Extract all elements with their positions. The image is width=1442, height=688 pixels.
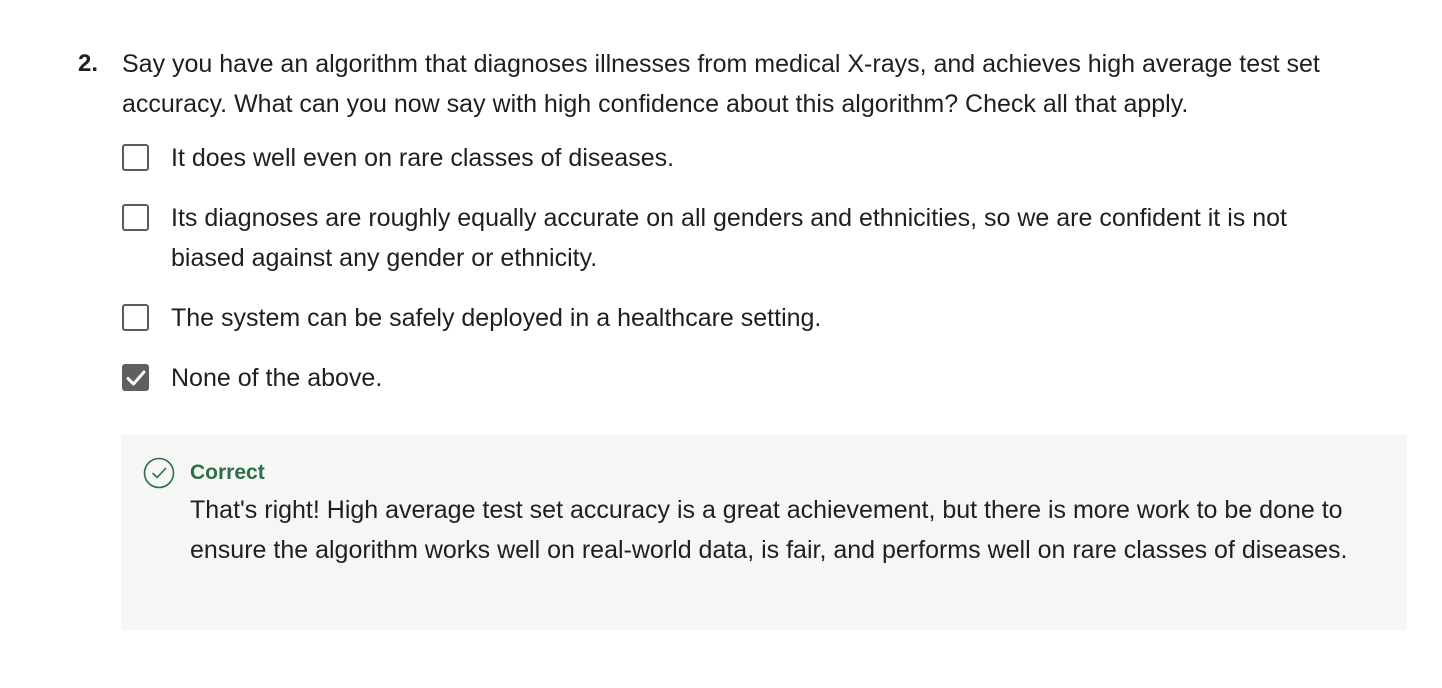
checkbox[interactable]: [122, 304, 149, 331]
feedback-status: Correct: [190, 461, 265, 484]
option-label: Its diagnoses are roughly equally accura…: [171, 204, 1287, 272]
option-safe-deploy[interactable]: The system can be safely deployed in a h…: [122, 298, 1408, 338]
option-rare-classes[interactable]: It does well even on rare classes of dis…: [122, 138, 1408, 178]
checkmark-icon: [126, 370, 145, 385]
option-unbiased[interactable]: Its diagnoses are roughly equally accura…: [122, 198, 1408, 278]
checkbox-checked[interactable]: [122, 364, 149, 391]
question-header: 2. Say you have an algorithm that diagno…: [78, 44, 1408, 124]
check-circle-icon: [143, 457, 175, 489]
option-label: The system can be safely deployed in a h…: [171, 304, 822, 332]
option-label: It does well even on rare classes of dis…: [171, 144, 675, 172]
checkbox[interactable]: [122, 204, 149, 231]
answer-options: It does well even on rare classes of dis…: [122, 138, 1408, 398]
question-text: Say you have an algorithm that diagnoses…: [122, 50, 1320, 118]
checkbox[interactable]: [122, 144, 149, 171]
option-none-of-above[interactable]: None of the above.: [122, 358, 1408, 398]
option-label: None of the above.: [171, 364, 383, 392]
quiz-question: 2. Say you have an algorithm that diagno…: [78, 44, 1408, 418]
feedback-panel: Correct That's right! High average test …: [121, 435, 1407, 630]
feedback-text: That's right! High average test set accu…: [190, 496, 1348, 564]
question-number: 2.: [78, 50, 99, 77]
